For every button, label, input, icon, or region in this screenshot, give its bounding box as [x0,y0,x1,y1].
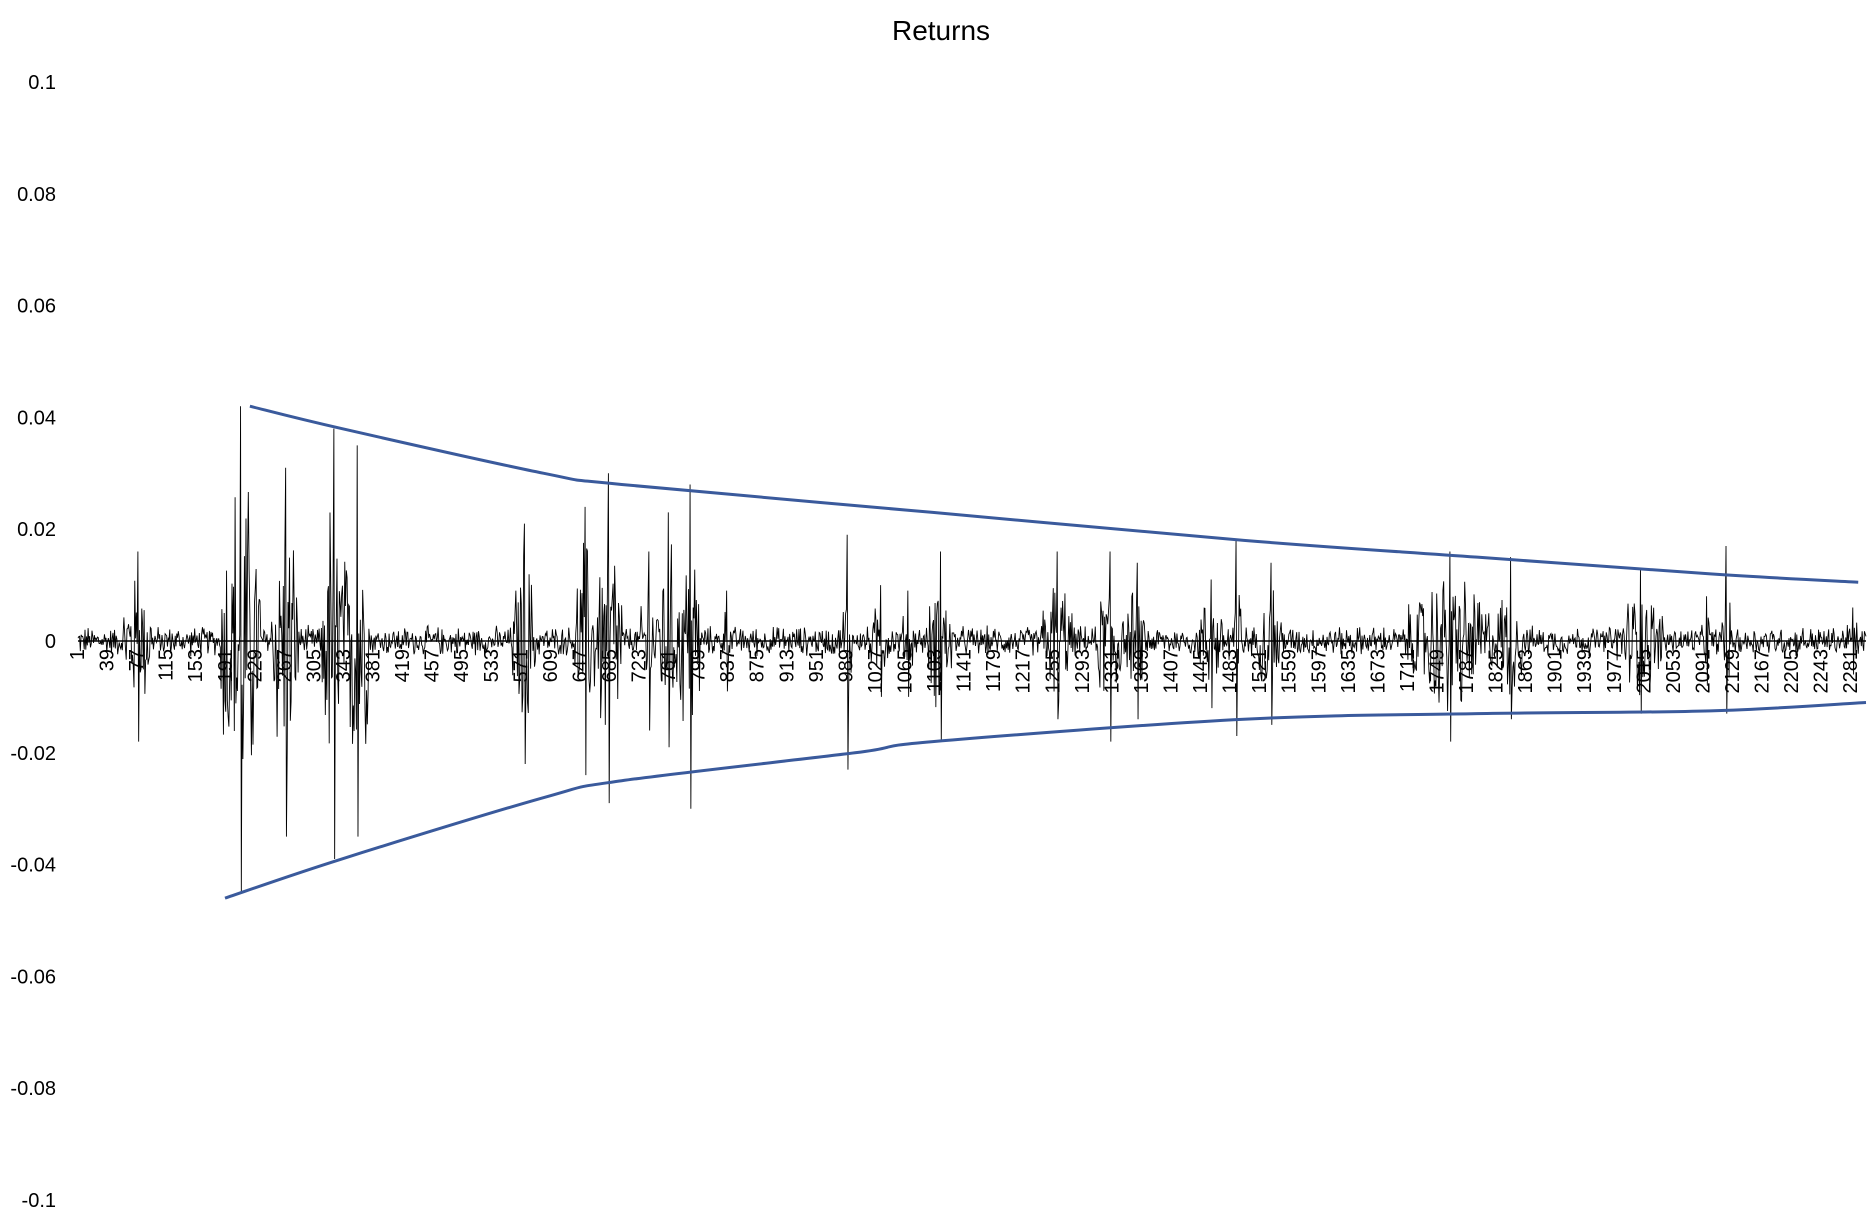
x-tick-label: 1977 [1604,649,1626,694]
x-tick-label: 457 [422,649,444,682]
x-tick-label: 381 [363,649,385,682]
x-tick-label: 153 [185,649,207,682]
envelope-series [224,404,1867,900]
y-tick-label: 0.04 [17,407,56,429]
x-tick-label: 1597 [1308,649,1330,694]
x-tick-label: 913 [776,649,798,682]
x-tick-label: 837 [717,649,739,682]
x-tick-label: 305 [303,649,325,682]
x-tick-label: 1065 [895,649,917,694]
chart-title: Returns [892,15,990,46]
x-tick-label: 533 [481,649,503,682]
y-tick-label: 0.08 [17,184,56,206]
x-tick-label: 1787 [1456,649,1478,694]
x-tick-label: 2129 [1722,649,1744,694]
returns-line [77,406,1867,893]
x-tick-label: 1635 [1338,649,1360,694]
y-tick-label: 0 [45,631,56,653]
x-tick-label: 1673 [1367,649,1389,694]
y-tick-label: 0.02 [17,519,56,541]
x-tick-label: 1179 [983,649,1005,692]
x-tick-label: 1293 [1072,649,1094,694]
x-tick-label: 1863 [1515,649,1537,694]
lower-envelope-line [224,700,1867,900]
x-tick-label: 989 [835,649,857,682]
x-tick-label: 267 [274,649,296,682]
x-tick-label: 495 [451,649,473,682]
x-tick-label: 1711 [1397,649,1419,692]
x-tick-label: 799 [688,649,710,682]
x-tick-label: 2091 [1692,649,1714,694]
x-tick-label: 1559 [1279,649,1301,694]
y-tick-label: -0.06 [10,966,56,988]
x-tick-label: 1521 [1249,649,1271,694]
y-tick-label: 0.06 [17,296,56,318]
x-tick-label: 609 [540,649,562,682]
x-tick-label: 2205 [1781,649,1803,694]
x-tick-label: 1255 [1042,649,1064,694]
x-tick-label: 761 [658,649,680,682]
x-tick-label: 647 [569,649,591,682]
x-axis-tick-labels: 1 39 77 115 153 191 229 267 305 343 381 419 457 495 53… [67,649,1862,694]
x-tick-label: 2015 [1633,649,1655,694]
x-tick-label: 1901 [1545,649,1567,694]
x-tick-label: 1027 [865,649,887,694]
x-tick-label: 1217 [1013,649,1035,694]
x-tick-label: 685 [599,649,621,682]
x-tick-label: 39 [97,649,119,671]
x-tick-label: 77 [126,649,148,671]
x-tick-label: 115 [156,649,178,681]
y-tick-label: -0.04 [10,855,56,877]
x-tick-label: 2243 [1811,649,1833,694]
x-tick-label: 229 [244,649,266,682]
x-tick-label: 1825 [1486,649,1508,694]
x-tick-label: 951 [806,649,828,682]
y-tick-label: 0.1 [28,72,56,94]
x-tick-label: 875 [747,649,769,682]
x-tick-label: 2281 [1840,649,1862,694]
upper-envelope-line [249,404,1859,584]
x-tick-label: 571 [510,649,532,682]
x-tick-label: 1369 [1131,649,1153,694]
x-tick-label: 1939 [1574,649,1596,694]
x-tick-label: 191 [215,649,237,682]
x-tick-label: 343 [333,649,355,682]
x-tick-label: 1445 [1190,649,1212,694]
x-tick-label: 1103 [924,649,946,692]
y-tick-label: -0.1 [22,1190,56,1212]
x-tick-label: 1407 [1160,649,1182,694]
x-tick-label: 1 [67,649,89,660]
x-tick-label: 1749 [1426,649,1448,694]
x-tick-label: 1483 [1220,649,1242,694]
x-tick-label: 1331 [1101,649,1123,694]
y-tick-label: -0.02 [10,743,56,765]
returns-series [77,406,1867,893]
x-tick-label: 419 [392,649,414,682]
x-tick-label: 723 [629,649,651,682]
x-tick-label: 2053 [1663,649,1685,694]
x-tick-label: 1141 [954,649,976,692]
y-tick-label: -0.08 [10,1078,56,1100]
y-axis-tick-labels: 0.1 0.08 0.06 0.04 0.02 0 -0.02 -0.04 -0.06 -0.08… [10,72,56,1212]
x-tick-label: 2167 [1752,649,1774,694]
